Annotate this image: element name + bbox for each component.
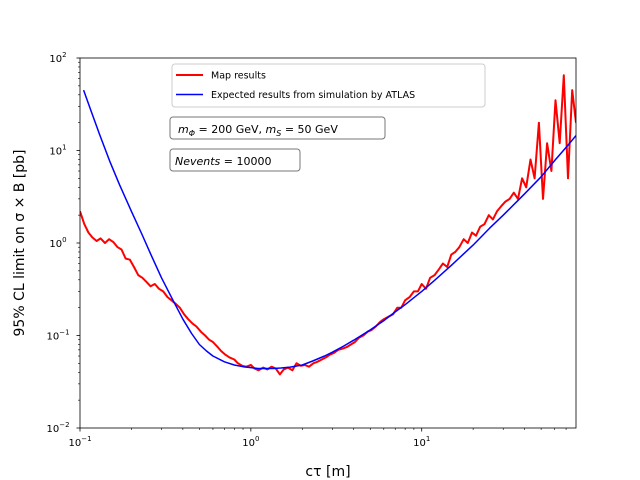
x-tick-label: 100 [242,435,259,449]
mass-sub1: Φ [189,129,195,138]
legend-box [171,63,486,108]
y-tick-label: 100 [49,236,66,250]
y-tick-label: 101 [49,144,66,158]
y-tick-label: 10−2 [46,421,69,435]
x-axis-label: cτ [m] [305,464,350,480]
ticks-layer [76,57,567,432]
plot-area [80,74,576,376]
legend-entry-label: Map results [211,71,266,82]
y-tick-label: 102 [49,51,66,65]
mass-suffix: = 50 GeV [281,123,338,136]
series-line-map-results [80,74,576,376]
events-annotation: Nevents = 10000 [169,148,301,172]
series-line-atlas-expected [82,89,576,370]
x-tick-label: 10−1 [68,435,91,449]
series-layer [80,74,576,376]
legend: Map results Expected results from simulat… [171,63,486,108]
events-var: Nevents [175,155,221,168]
x-tick-label: 101 [413,435,430,449]
legend-entry-label: Expected results from simulation by ATLA… [211,90,415,101]
plot-frame [79,57,577,429]
y-tick-label: 10−1 [46,329,69,343]
mass-annotation-box [169,116,386,140]
mass-m2: m [266,123,277,136]
events-annotation-text: Nevents = 10000 [175,155,272,168]
events-suffix: = 10000 [220,155,271,168]
mass-mid: = 200 GeV, [195,123,266,136]
mass-annotation: mΦ = 200 GeV, mS = 50 GeV [169,116,386,140]
events-annotation-box [169,148,301,172]
mass-sub2: S [276,129,281,138]
mass-m1: m [178,123,189,136]
y-axis-label: 95% CL limit on σ × B [pb] [12,150,28,337]
mass-annotation-text: mΦ = 200 GeV, mS = 50 GeV [178,123,338,138]
